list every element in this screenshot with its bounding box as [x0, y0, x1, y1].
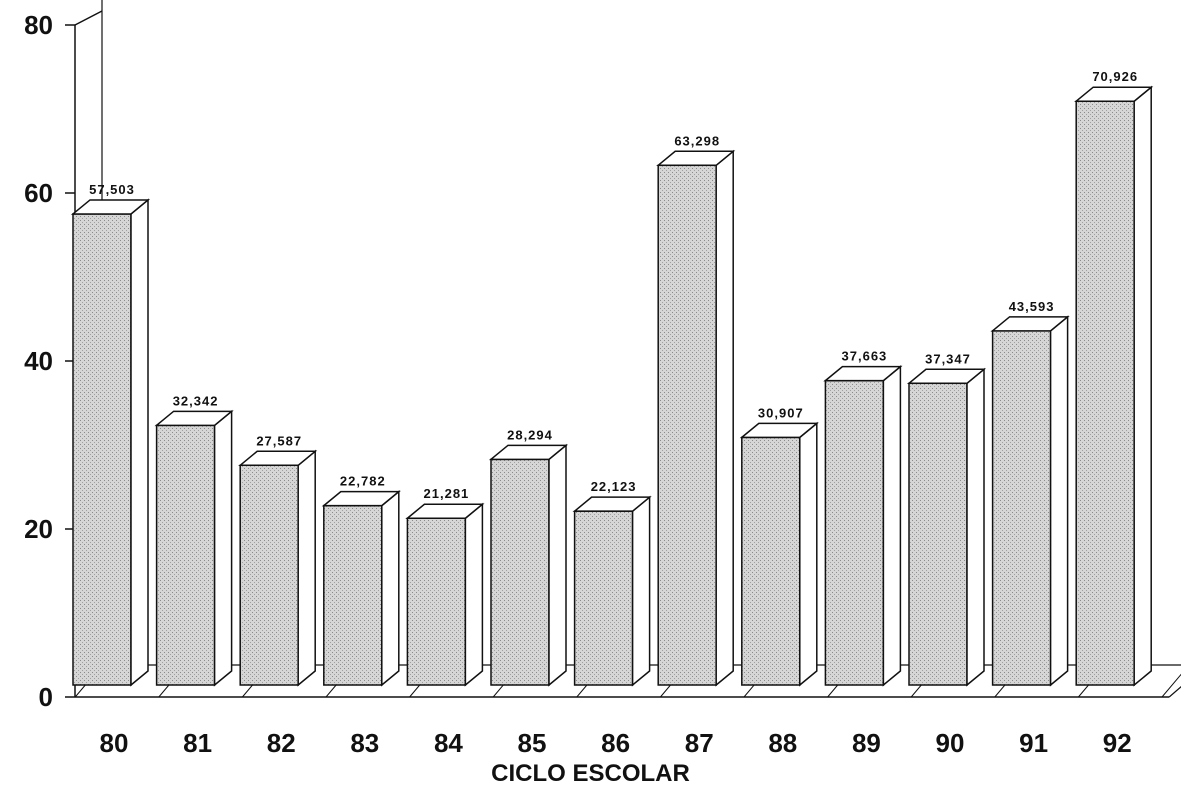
- bar-value-label: 28,294: [507, 427, 553, 442]
- x-tick-label: 84: [434, 728, 463, 758]
- y-tick-label: 60: [24, 178, 53, 208]
- x-tick-label: 87: [685, 728, 714, 758]
- bar-front: [239, 464, 299, 686]
- bar-value-label: 30,907: [758, 405, 804, 420]
- bar-front: [573, 510, 634, 686]
- bar-front: [991, 330, 1052, 686]
- bar-front: [741, 436, 801, 686]
- bar-value-label: 32,342: [173, 393, 219, 408]
- bar-value-label: 22,782: [340, 474, 386, 489]
- bar-top: [739, 422, 819, 439]
- bar-side: [799, 421, 818, 687]
- bar-front: [323, 504, 383, 686]
- y-tick-label: 20: [24, 514, 53, 544]
- x-tick-label: 88: [768, 728, 797, 758]
- bar-top: [656, 150, 736, 167]
- bar-top: [154, 410, 234, 427]
- x-tick-label: 82: [267, 728, 296, 758]
- bar-side: [213, 409, 233, 687]
- bar-front: [406, 517, 467, 686]
- bar-top: [1074, 86, 1154, 102]
- bar-value-label: 70,926: [1092, 69, 1138, 84]
- bar-front: [155, 424, 216, 686]
- bar-side: [1049, 315, 1069, 687]
- bar-value-label: 37,347: [925, 351, 971, 366]
- bar-side: [1133, 85, 1152, 687]
- bar-side: [631, 495, 651, 687]
- bar-side: [381, 490, 400, 687]
- x-tick-label: 83: [350, 728, 379, 758]
- bar-side: [297, 449, 316, 687]
- bar-top: [823, 365, 903, 382]
- x-tick-label: 86: [601, 728, 630, 758]
- bar-front: [490, 458, 550, 686]
- bar-front: [908, 382, 968, 686]
- bar-front: [1075, 100, 1135, 686]
- bar-top: [238, 450, 318, 467]
- bar-value-label: 27,587: [256, 433, 302, 448]
- x-axis-label: CICLO ESCOLAR: [491, 760, 690, 787]
- y-axis-top: [74, 10, 103, 26]
- bar-side: [882, 365, 902, 687]
- y-tick-label: 0: [39, 682, 53, 712]
- x-tick-label: 91: [1019, 728, 1048, 758]
- x-tick-label: 85: [518, 728, 547, 758]
- bar-value-label: 21,281: [424, 486, 470, 501]
- bar-front: [824, 379, 885, 686]
- floor-right-edge: [1168, 686, 1181, 698]
- bar-value-label: 43,593: [1009, 299, 1055, 314]
- bar-value-label: 37,663: [842, 349, 888, 364]
- bar-value-label: 63,298: [674, 133, 720, 148]
- y-tick-label: 40: [24, 346, 53, 376]
- bar-top: [572, 496, 652, 512]
- bar-value-label: 22,123: [591, 479, 637, 494]
- bar-side: [966, 367, 985, 687]
- bar-side: [548, 443, 567, 687]
- bar-front: [657, 164, 717, 686]
- bar-top: [488, 444, 569, 461]
- labels: 57,503 80 32,342 81 27,587 82 22,782 83 21,281 84…: [89, 69, 1138, 758]
- bar-top: [70, 199, 151, 215]
- x-tick-label: 80: [100, 728, 129, 758]
- x-tick-label: 89: [852, 728, 881, 758]
- y-tick-label: 80: [24, 10, 53, 40]
- x-tick-label: 92: [1103, 728, 1132, 758]
- bar-top: [906, 368, 987, 385]
- x-tick-label: 90: [936, 728, 965, 758]
- bar-front: [72, 213, 132, 686]
- bar-side: [715, 149, 734, 687]
- bar-value-label: 57,503: [89, 182, 135, 197]
- bar-side: [130, 198, 149, 687]
- bars: [70, 85, 1154, 687]
- bar-top: [990, 316, 1070, 332]
- bar-top: [321, 490, 401, 507]
- floor-divider: [1161, 673, 1181, 698]
- x-tick-label: 81: [183, 728, 212, 758]
- bar-side: [464, 502, 484, 687]
- bar-top: [405, 503, 485, 519]
